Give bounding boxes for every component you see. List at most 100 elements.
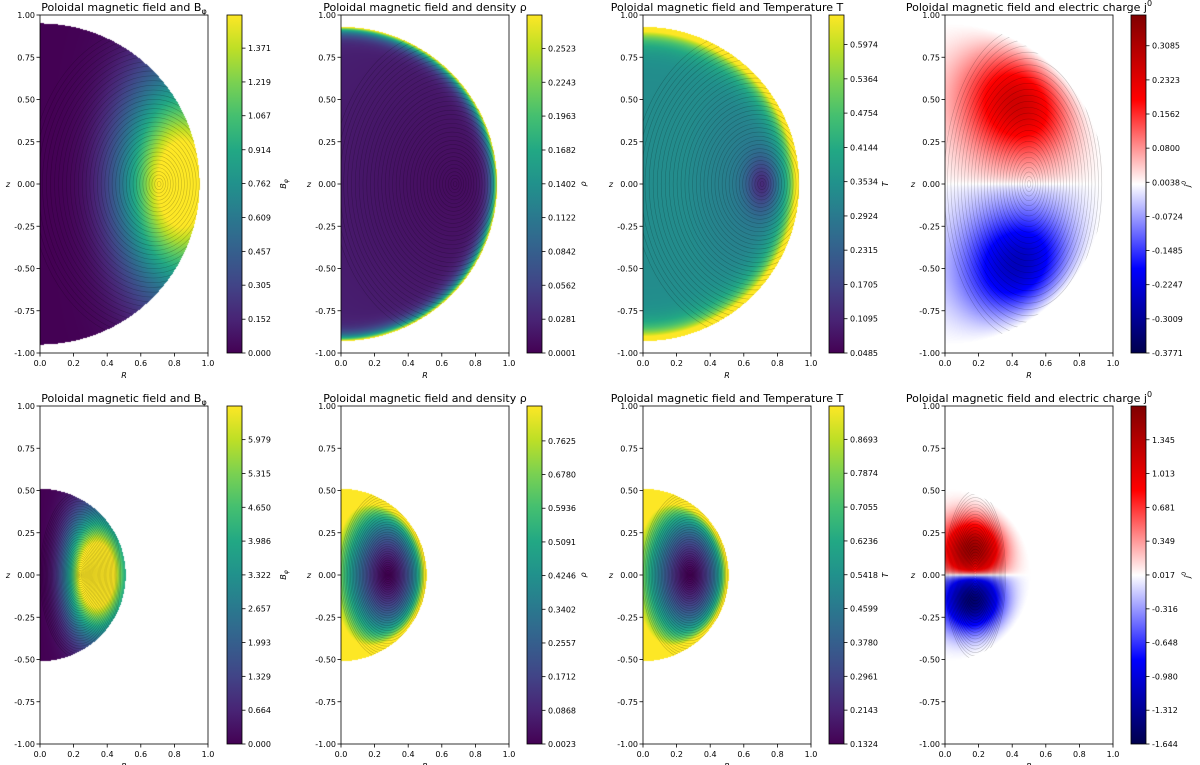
field-line (72, 559, 88, 591)
x-tick-label: 1.0 (202, 359, 215, 368)
field-line (949, 503, 1001, 647)
colorbar-tick-label: 1.219 (248, 78, 271, 87)
colorbar-tick-label: -0.3771 (1152, 349, 1183, 358)
field-line (64, 541, 97, 609)
y-tick-label: -1.00 (919, 349, 940, 358)
field-line (383, 567, 393, 583)
panel-g: Poloidal magnetic field and Temperature … (608, 392, 890, 765)
colorbar-tick-label: 0.1705 (850, 280, 878, 289)
colorbar-tick-label: 0.4144 (850, 143, 878, 152)
colorbar (526, 405, 543, 745)
field-line (445, 171, 464, 197)
x-tick-label: 0.4 (1006, 750, 1019, 759)
field-line (350, 508, 425, 642)
colorbar-tick-label: 0.2315 (850, 246, 878, 255)
field-line (373, 82, 498, 286)
y-tick-label: -1.00 (315, 740, 336, 749)
field-line (721, 135, 797, 233)
x-tick-label: 0.8 (469, 359, 482, 368)
x-tick-label: 0.6 (737, 750, 750, 759)
field-line (368, 541, 407, 609)
x-tick-label: 0.6 (134, 359, 147, 368)
colorbar-tick-label: 0.4754 (850, 109, 878, 118)
field-line (104, 117, 200, 251)
field-line (89, 99, 200, 269)
panel-title: Poloidal magnetic field and Temperature … (611, 1, 844, 14)
field-line (63, 539, 98, 611)
colorbar-tick-label: 0.0842 (548, 247, 576, 256)
colorbar-tick-label: 0.6780 (548, 471, 576, 480)
field-line (961, 536, 990, 614)
colorbar-label: T (881, 571, 890, 577)
colorbar-tick-label: -0.1485 (1152, 247, 1183, 256)
y-tick-label: 0.25 (620, 138, 638, 147)
x-tick-label: 0.4 (101, 359, 114, 368)
field-line (376, 555, 399, 595)
field-line (380, 561, 396, 589)
field-line (957, 527, 993, 623)
y-tick-label: 0.25 (17, 529, 35, 538)
y-tick-label: 0.75 (922, 444, 940, 453)
y-tick-label: 0.00 (620, 571, 638, 580)
field-line (145, 167, 171, 201)
field-line (707, 118, 800, 250)
colorbar (226, 405, 243, 745)
field-line (57, 526, 104, 624)
field-line (436, 160, 472, 208)
colorbar (828, 405, 845, 745)
panel-title: Poloidal magnetic field and Bφ (41, 392, 206, 407)
y-tick-label: 0.50 (922, 487, 940, 496)
colorbar-label: j0 (1181, 181, 1192, 188)
x-tick-label: 0.8 (469, 750, 482, 759)
field-line (987, 106, 1070, 262)
field-line (685, 567, 695, 583)
field-line (388, 100, 498, 268)
field-line (364, 534, 411, 616)
field-line (649, 503, 729, 647)
colorbar-tick-label: 0.0485 (850, 349, 878, 358)
field-line (395, 109, 498, 259)
y-tick-label: -1.00 (617, 349, 638, 358)
colorbar-tick-label: 0.349 (1152, 537, 1175, 546)
field-line (377, 87, 498, 281)
field-line (757, 178, 767, 190)
field-line (957, 51, 1099, 317)
field-line (402, 118, 498, 250)
field-line (97, 108, 200, 260)
field-line (745, 164, 777, 204)
field-line (1019, 166, 1039, 202)
field-line (953, 514, 998, 636)
field-line (386, 573, 390, 577)
field-line (699, 109, 800, 259)
field-line (357, 521, 418, 629)
field-line (399, 114, 498, 254)
x-axis-label: R (724, 371, 730, 380)
x-axis-label: R (422, 762, 428, 765)
y-axis-label: z (910, 571, 916, 580)
panel-title: Poloidal magnetic field and electric cha… (906, 390, 1152, 405)
field-line (999, 129, 1058, 239)
y-tick-label: 0.50 (922, 96, 940, 105)
field-line (718, 131, 800, 237)
y-axis-label: z (608, 571, 614, 580)
y-tick-label: -0.25 (919, 613, 940, 622)
y-tick-label: 1.00 (922, 11, 940, 20)
field-line (710, 123, 800, 245)
colorbar-tick-label: 1.329 (248, 672, 271, 681)
y-tick-label: -1.00 (14, 740, 35, 749)
field-line (967, 554, 983, 596)
field-line (354, 516, 420, 634)
colorbar-tick-label: 1.993 (248, 639, 271, 648)
field-line (686, 569, 693, 581)
field-line (677, 553, 703, 597)
colorbar-tick-label: 0.1402 (548, 180, 576, 189)
field-line (955, 520, 995, 630)
panel-title: Poloidal magnetic field and density ρ (323, 392, 526, 405)
y-tick-label: 0.25 (318, 529, 336, 538)
field-line (950, 507, 1000, 643)
x-tick-label: 1.0 (503, 359, 516, 368)
x-tick-label: 0.2 (368, 359, 381, 368)
colorbar-tick-label: 0.3085 (1152, 42, 1180, 51)
y-tick-label: -0.50 (919, 265, 940, 274)
